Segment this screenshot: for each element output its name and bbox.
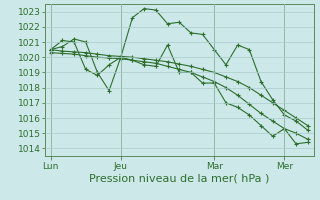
X-axis label: Pression niveau de la mer( hPa ): Pression niveau de la mer( hPa ) [89, 173, 269, 183]
